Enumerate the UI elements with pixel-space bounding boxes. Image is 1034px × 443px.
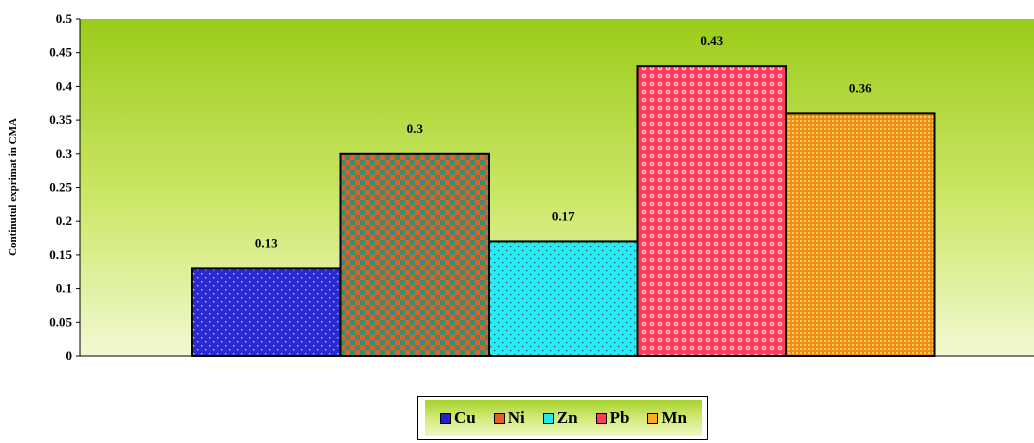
legend-swatch xyxy=(647,412,659,424)
legend-item-cu: Cu xyxy=(440,408,476,428)
legend: Cu Ni Zn Pb Mn xyxy=(417,396,708,440)
bar-mn xyxy=(785,112,936,357)
legend-swatch xyxy=(542,412,554,424)
bar-pb xyxy=(636,65,787,358)
legend-swatch xyxy=(595,412,607,424)
legend-item-pb: Pb xyxy=(595,408,630,428)
legend-swatch xyxy=(493,412,505,424)
y-tick-label: 0.5 xyxy=(56,11,73,26)
legend-label: Pb xyxy=(609,408,630,427)
y-tick-label: 0.35 xyxy=(49,112,72,127)
data-label-mn: 0.36 xyxy=(849,80,872,95)
legend-label: Mn xyxy=(661,408,687,427)
y-tick-label: 0.15 xyxy=(49,247,72,262)
y-tick-label: 0.45 xyxy=(49,45,72,60)
data-label-zn: 0.17 xyxy=(552,208,575,223)
bar-zn xyxy=(488,240,639,357)
y-tick-label: 0.4 xyxy=(56,78,73,93)
legend-label: Zn xyxy=(556,408,578,427)
legend-label: Ni xyxy=(507,408,525,427)
y-tick-label: 0 xyxy=(66,348,73,363)
legend-item-ni: Ni xyxy=(493,408,525,428)
data-label-pb: 0.43 xyxy=(700,33,723,48)
y-tick-label: 0.25 xyxy=(49,180,72,195)
y-tick-label: 0.3 xyxy=(56,146,73,161)
legend-item-zn: Zn xyxy=(542,408,578,428)
legend-swatch xyxy=(440,412,451,424)
legend-item-mn: Mn xyxy=(647,408,687,428)
bar-cu xyxy=(191,267,342,358)
y-axis-label: Continutul exprimat in CMA xyxy=(7,118,19,256)
data-label-ni: 0.3 xyxy=(407,121,424,136)
y-tick-label: 0.05 xyxy=(49,314,72,329)
y-tick-label: 0.2 xyxy=(56,213,72,228)
legend-label: Cu xyxy=(454,408,476,427)
y-tick-label: 0.1 xyxy=(56,281,72,296)
data-label-cu: 0.13 xyxy=(255,235,278,250)
bar-ni xyxy=(339,152,490,357)
